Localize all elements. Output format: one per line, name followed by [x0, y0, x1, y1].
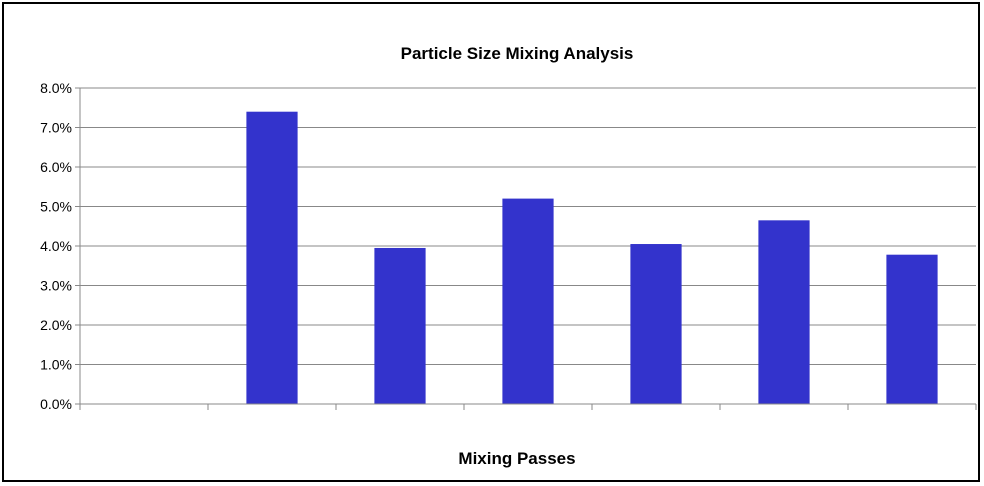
x-axis-label: Mixing Passes — [458, 449, 575, 468]
y-tick-label: 5.0% — [40, 199, 72, 215]
y-tick-label: 3.0% — [40, 278, 72, 294]
bar — [758, 220, 810, 404]
y-tick-label: 8.0% — [40, 80, 72, 96]
bar — [630, 244, 682, 404]
bar — [502, 198, 554, 404]
y-tick-label: 0.0% — [40, 396, 72, 412]
bar — [886, 254, 938, 404]
y-tick-label: 1.0% — [40, 357, 72, 373]
y-tick-label: 7.0% — [40, 120, 72, 136]
y-tick-label: 4.0% — [40, 238, 72, 254]
bar-chart: Particle Size Mixing Analysis 0.0% 1.0% 2.… — [40, 44, 977, 468]
y-tick-labels: 0.0% 1.0% 2.0% 3.0% 4.0% 5.0% 6.0% 7.0% 8.0% — [40, 80, 72, 412]
chart-title: Particle Size Mixing Analysis — [401, 44, 634, 63]
bar — [374, 247, 426, 404]
bar — [246, 111, 298, 404]
y-tick-label: 2.0% — [40, 317, 72, 333]
axes — [75, 87, 977, 410]
bars — [246, 111, 938, 404]
y-tick-label: 6.0% — [40, 159, 72, 175]
